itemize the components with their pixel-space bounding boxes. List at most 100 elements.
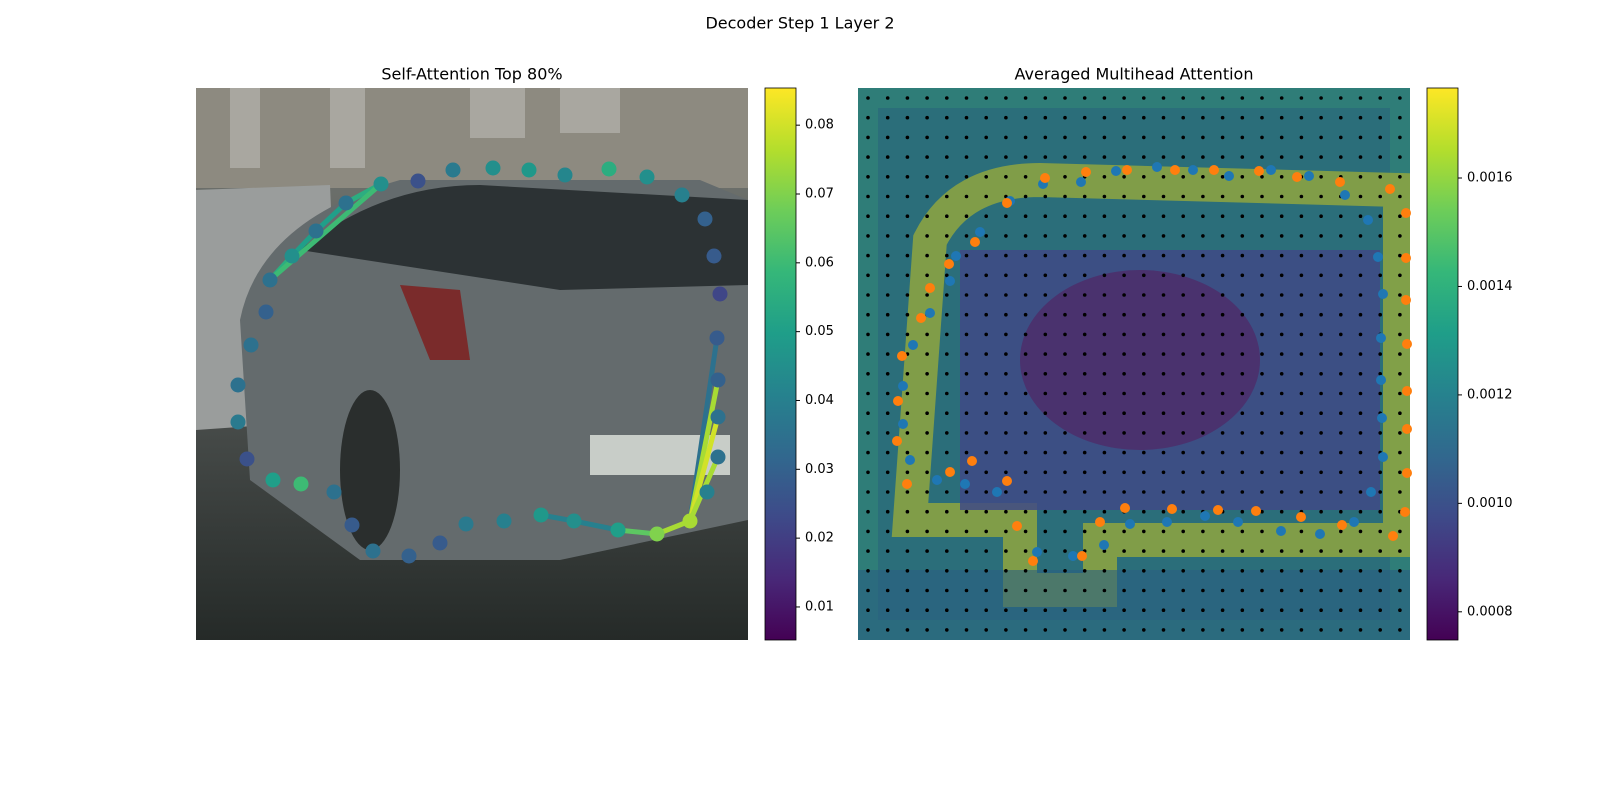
- grid-dot: [866, 293, 870, 297]
- grid-dot: [945, 115, 949, 120]
- grid-dot: [945, 411, 949, 416]
- grid-dot: [1279, 155, 1284, 159]
- grid-dot: [984, 628, 988, 632]
- grid-dot: [1378, 588, 1382, 593]
- grid-dot: [1201, 628, 1205, 632]
- grid-dot: [1260, 470, 1264, 475]
- grid-dot: [1201, 96, 1205, 100]
- grid-dot: [1279, 253, 1284, 258]
- grid-dot: [984, 332, 988, 337]
- grid-dot: [1102, 490, 1107, 494]
- point: [230, 414, 246, 430]
- grid-dot: [905, 155, 910, 159]
- grid-dot: [1260, 549, 1264, 553]
- grid-dot: [964, 411, 969, 416]
- grid-dot: [1299, 96, 1304, 100]
- grid-dot: [866, 234, 870, 238]
- grid-dot: [1299, 450, 1304, 455]
- grid-dot: [1358, 293, 1363, 297]
- grid-dot: [1260, 352, 1264, 356]
- grid-dot: [1279, 234, 1284, 238]
- grid-dot: [964, 234, 969, 238]
- point: [1081, 167, 1091, 177]
- grid-dot: [1339, 411, 1343, 416]
- grid-dot: [1201, 214, 1205, 218]
- grid-dot: [1319, 253, 1323, 258]
- grid-dot: [1181, 569, 1185, 573]
- grid-dot: [984, 273, 988, 278]
- grid-dot: [964, 253, 969, 258]
- point: [557, 167, 573, 183]
- point: [1076, 177, 1086, 187]
- point: [230, 377, 246, 393]
- grid-dot: [1023, 569, 1028, 573]
- grid-dot: [1043, 372, 1048, 376]
- grid-dot: [1142, 214, 1146, 218]
- grid-dot: [1023, 234, 1028, 238]
- grid-dot: [1023, 253, 1028, 258]
- grid-dot: [1319, 332, 1323, 337]
- grid-dot: [905, 431, 910, 435]
- grid-dot: [1102, 431, 1107, 435]
- grid-dot: [964, 352, 969, 356]
- grid-dot: [1279, 214, 1284, 218]
- grid-dot: [1181, 214, 1185, 218]
- grid-dot: [1122, 588, 1126, 593]
- grid-dot: [1220, 312, 1225, 317]
- point: [1099, 540, 1109, 550]
- grid-dot: [1161, 293, 1166, 297]
- grid-dot: [1339, 273, 1343, 278]
- grid-dot: [1220, 588, 1225, 593]
- grid-dot: [925, 135, 929, 140]
- grid-dot: [1161, 549, 1166, 553]
- point: [898, 381, 908, 391]
- grid-dot: [1260, 509, 1264, 514]
- grid-dot: [1299, 332, 1304, 337]
- grid-dot: [1082, 234, 1087, 238]
- grid-dot: [1004, 372, 1008, 376]
- grid-dot: [1004, 293, 1008, 297]
- grid-dot: [1043, 293, 1048, 297]
- grid-dot: [984, 608, 988, 612]
- grid-dot: [1358, 470, 1363, 475]
- grid-dot: [1319, 608, 1323, 612]
- grid-dot: [1339, 332, 1343, 337]
- grid-dot: [1279, 293, 1284, 297]
- grid-dot: [1004, 411, 1008, 416]
- point: [1401, 208, 1411, 218]
- grid-dot: [1279, 194, 1284, 199]
- grid-dot: [1279, 352, 1284, 356]
- grid-dot: [1358, 588, 1363, 593]
- grid-dot: [1082, 273, 1087, 278]
- grid-dot: [984, 569, 988, 573]
- grid-dot: [1339, 529, 1343, 534]
- point: [338, 195, 354, 211]
- grid-dot: [1260, 372, 1264, 376]
- grid-dot: [1339, 391, 1343, 396]
- grid-dot: [1319, 135, 1323, 140]
- grid-dot: [1004, 332, 1008, 337]
- point: [893, 396, 903, 406]
- grid-dot: [984, 96, 988, 100]
- grid-dot: [1082, 588, 1087, 593]
- grid-dot: [905, 588, 910, 593]
- grid-dot: [1161, 490, 1166, 494]
- grid-dot: [1122, 175, 1126, 179]
- grid-dot: [1339, 234, 1343, 238]
- grid-dot: [1063, 253, 1067, 258]
- grid-dot: [1181, 253, 1185, 258]
- grid-dot: [1161, 234, 1166, 238]
- grid-dot: [1378, 96, 1382, 100]
- grid-dot: [945, 194, 949, 199]
- grid-dot: [1358, 569, 1363, 573]
- grid-dot: [1023, 155, 1028, 159]
- grid-dot: [1358, 332, 1363, 337]
- grid-dot: [1339, 549, 1343, 553]
- grid-dot: [1004, 529, 1008, 534]
- grid-dot: [905, 372, 910, 376]
- grid-dot: [1122, 411, 1126, 416]
- colorbar-tick-label: 0.0014: [1467, 279, 1513, 294]
- grid-dot: [1063, 96, 1067, 100]
- grid-dot: [1260, 175, 1264, 179]
- grid-dot: [1082, 569, 1087, 573]
